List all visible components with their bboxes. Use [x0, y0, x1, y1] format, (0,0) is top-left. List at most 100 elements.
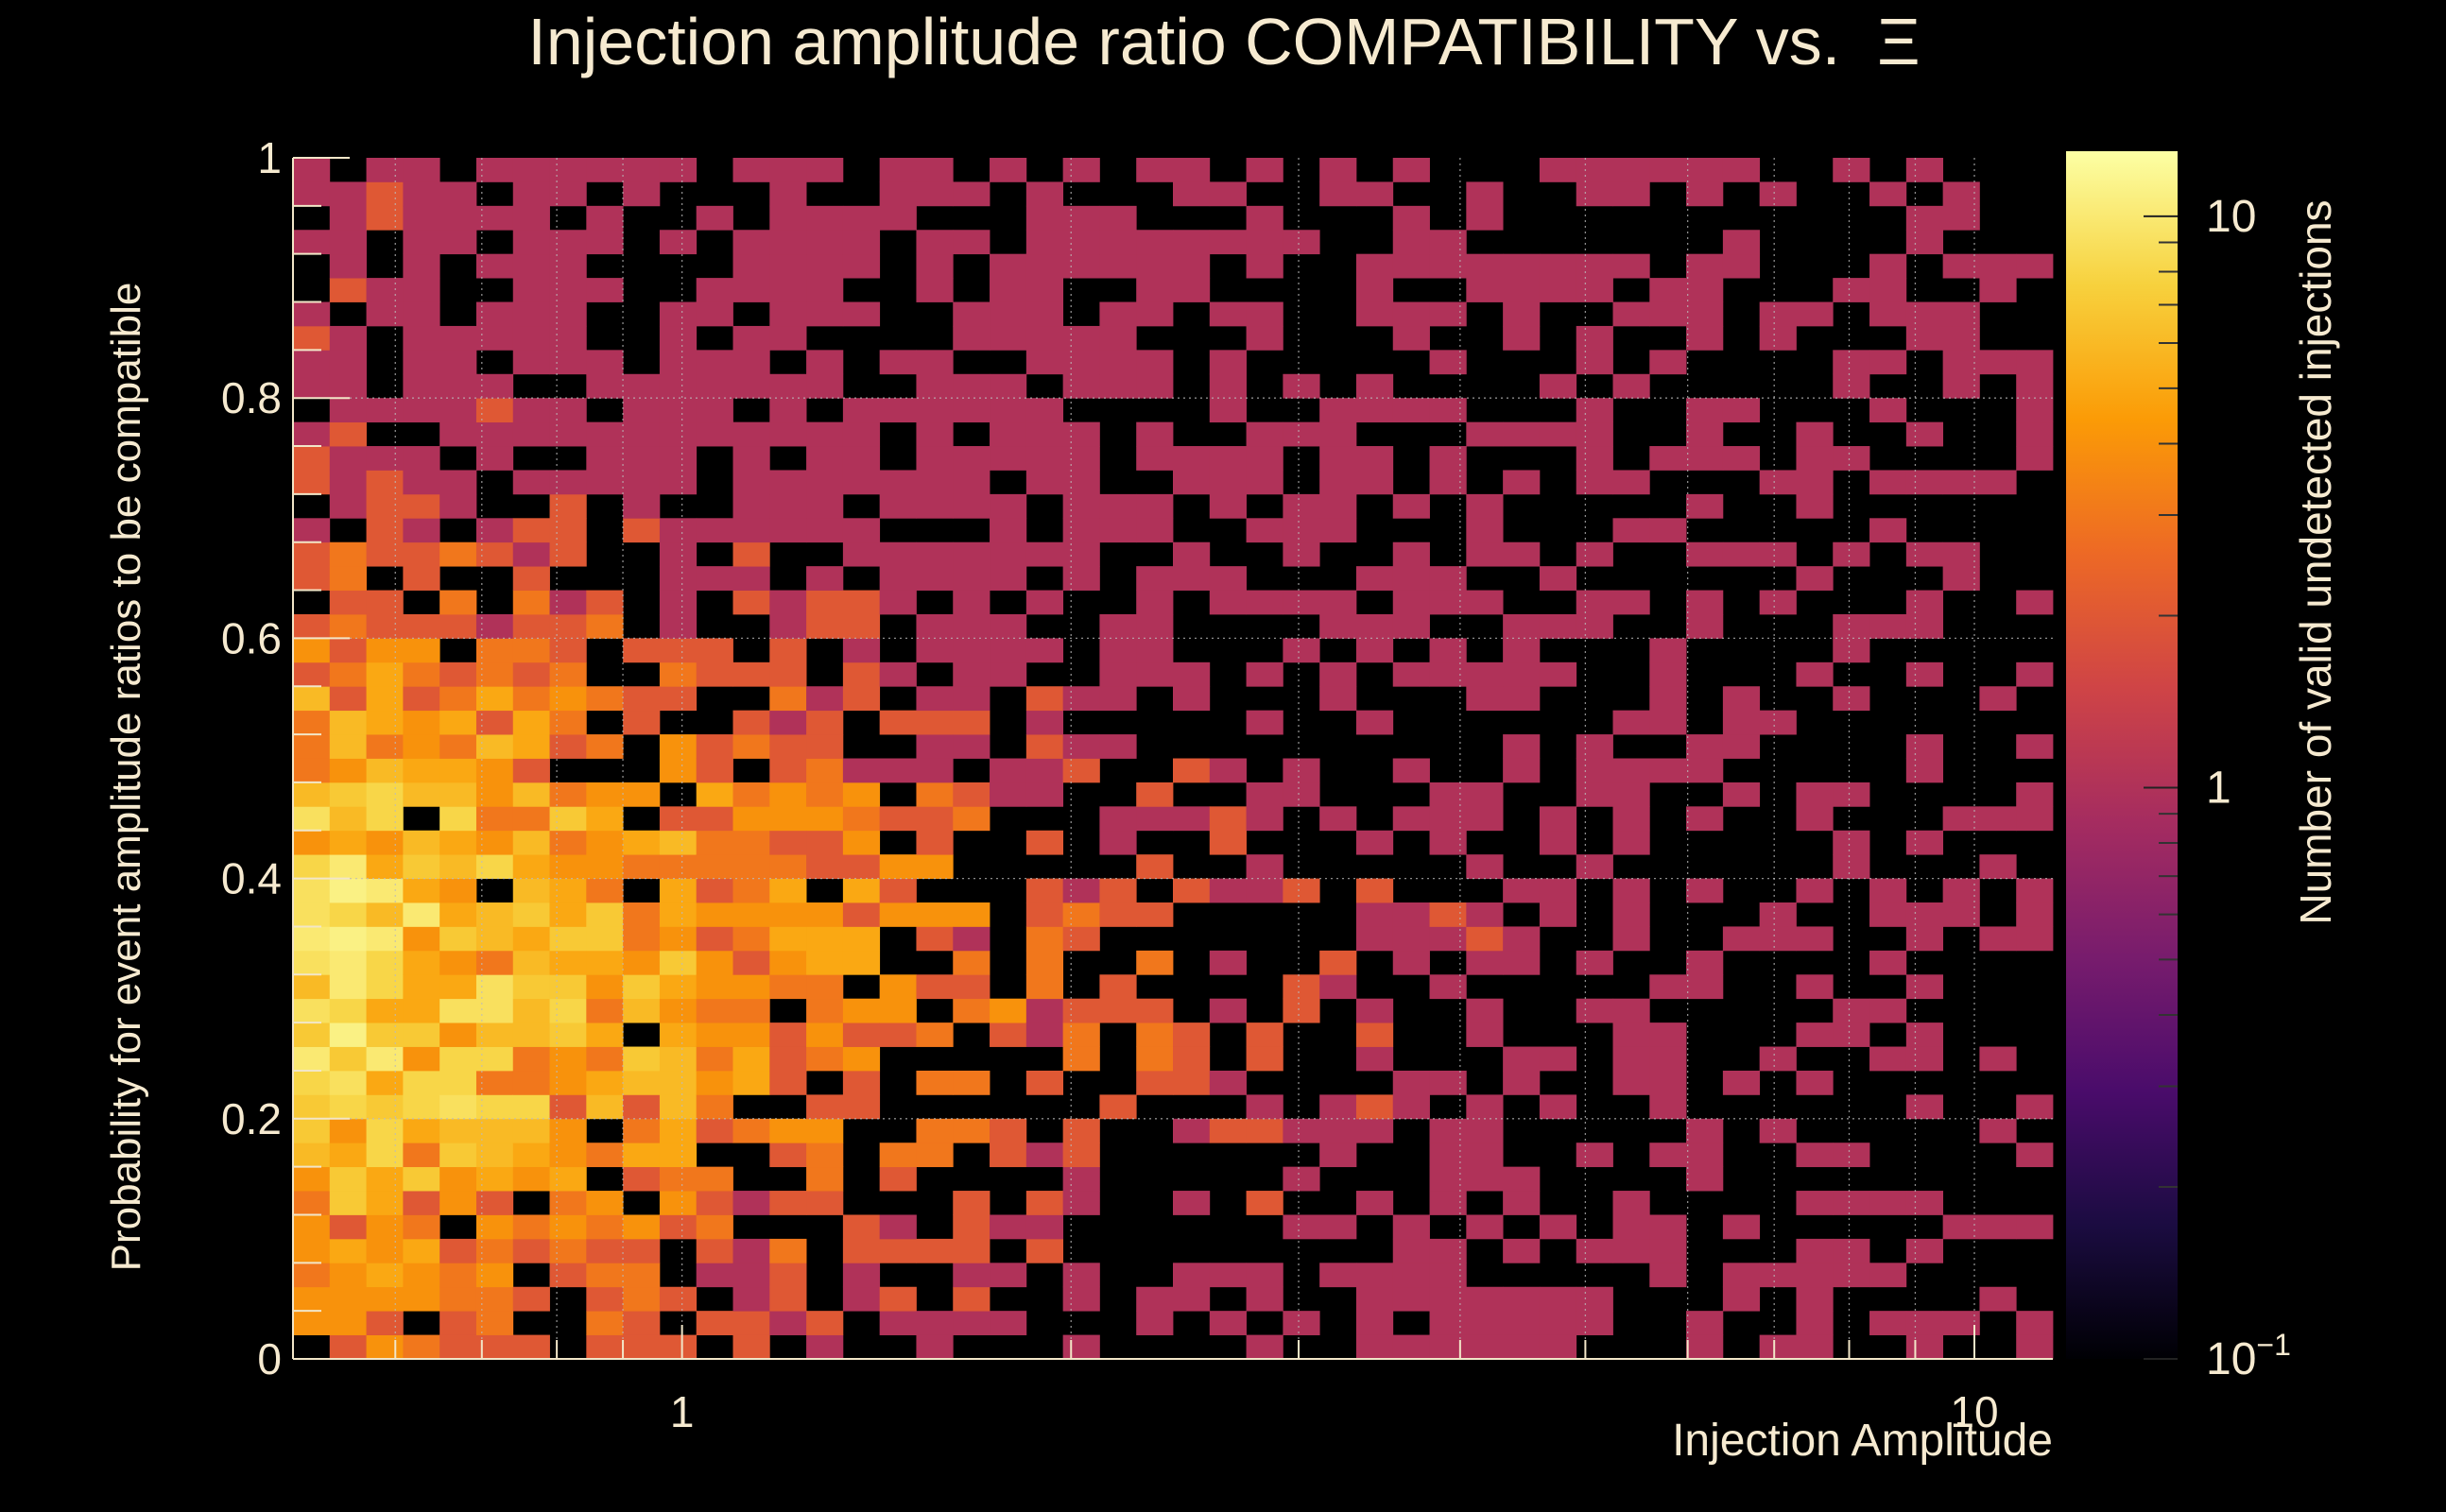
heatmap-cell [1869, 1191, 1907, 1215]
heatmap-cell [1355, 998, 1394, 1023]
heatmap-cell [1869, 518, 1907, 543]
heatmap-cell [1283, 590, 1320, 615]
heatmap-cell [842, 878, 881, 903]
heatmap-cell [2016, 902, 2054, 927]
heatmap-cell [1979, 806, 2017, 832]
heatmap-cell [293, 854, 331, 879]
heatmap-cell [439, 613, 477, 639]
heatmap-cell [1796, 1311, 1834, 1335]
heatmap-cell [1355, 1191, 1394, 1215]
heatmap-cell [806, 806, 844, 832]
heatmap-cell [1503, 1191, 1541, 1215]
heatmap-cell [1796, 878, 1834, 903]
heatmap-cell [293, 662, 331, 687]
heatmap-cell [1136, 446, 1174, 471]
heatmap-cell [1649, 350, 1687, 375]
heatmap-cell [953, 902, 990, 927]
heatmap-cell [842, 662, 881, 687]
heatmap-cell [549, 158, 587, 182]
heatmap-cell [475, 1118, 514, 1143]
heatmap-cell [769, 830, 807, 855]
heatmap-cell [549, 470, 587, 495]
heatmap-cell [1099, 518, 1137, 543]
heatmap-cell [549, 878, 587, 903]
heatmap-cell [806, 758, 844, 783]
heatmap-cell [879, 758, 917, 783]
heatmap-cell [916, 566, 954, 591]
heatmap-cell [1612, 806, 1650, 832]
heatmap-cell [403, 1263, 440, 1288]
heatmap-cell [769, 806, 807, 832]
heatmap-cell [1942, 470, 1980, 495]
heatmap-cell [1833, 830, 1870, 855]
heatmap-cell [1062, 686, 1100, 712]
heatmap-cell [659, 926, 698, 952]
heatmap-cell [549, 662, 587, 687]
heatmap-cell [512, 902, 550, 927]
heatmap-cell [1062, 421, 1100, 447]
heatmap-cell [990, 1311, 1027, 1335]
heatmap-cell [806, 734, 844, 759]
heatmap-cell [1869, 950, 1907, 975]
heatmap-cell [366, 878, 404, 903]
heatmap-cell [1979, 1118, 2017, 1143]
heatmap-cell [1612, 878, 1650, 903]
heatmap-cell [1796, 470, 1834, 495]
heatmap-cell [329, 710, 367, 735]
heatmap-cell [879, 662, 917, 687]
heatmap-cell [1209, 350, 1247, 375]
heatmap-cell [1136, 493, 1174, 519]
heatmap-cell [512, 926, 550, 952]
heatmap-cell [990, 998, 1027, 1023]
heatmap-cell [439, 421, 477, 447]
heatmap-cell [549, 1118, 587, 1143]
heatmap-cell [1099, 613, 1137, 639]
heatmap-cell [1062, 1022, 1100, 1047]
heatmap-cell [1576, 325, 1613, 351]
heatmap-cell [1466, 662, 1504, 687]
heatmap-cell [1576, 158, 1613, 182]
heatmap-cell [586, 350, 624, 375]
heatmap-cell [403, 1118, 440, 1143]
heatmap-cell [1173, 1191, 1211, 1215]
heatmap-cell [329, 470, 367, 495]
heatmap-cell [1099, 686, 1137, 712]
heatmap-cell [1025, 974, 1064, 1000]
heatmap-cell [769, 758, 807, 783]
heatmap-cell [1283, 230, 1320, 255]
heatmap-cell [366, 902, 404, 927]
heatmap-cell [1246, 446, 1283, 471]
heatmap-cell [1905, 926, 1944, 952]
heatmap-cell [879, 398, 917, 423]
heatmap-cell [1869, 181, 1907, 207]
y-tick-label: 0 [257, 1334, 282, 1383]
heatmap-cell [1539, 1334, 1577, 1360]
heatmap-cell [549, 998, 587, 1023]
heatmap-cell [1466, 253, 1504, 279]
heatmap-cell [475, 1022, 514, 1047]
heatmap-cell [549, 1094, 587, 1120]
heatmap-cell [990, 782, 1027, 807]
heatmap-cell [916, 541, 954, 567]
heatmap-cell [293, 1214, 331, 1240]
heatmap-cell [953, 710, 990, 735]
heatmap-cell [1686, 878, 1724, 903]
heatmap-cell [366, 205, 404, 231]
heatmap-cell [806, 518, 844, 543]
heatmap-cell [623, 638, 661, 663]
heatmap-cell [1576, 1286, 1613, 1312]
heatmap-cell [439, 950, 477, 975]
heatmap-cell [1942, 1214, 1980, 1240]
heatmap-cell [329, 541, 367, 567]
heatmap-cell [293, 902, 331, 927]
heatmap-cell [732, 1022, 770, 1047]
heatmap-cell [403, 998, 440, 1023]
heatmap-cell [1905, 902, 1944, 927]
heatmap-cell [1503, 686, 1541, 712]
heatmap-cell [1355, 181, 1394, 207]
heatmap-cell [439, 998, 477, 1023]
heatmap-cell [769, 278, 807, 302]
heatmap-cell [1759, 1263, 1797, 1288]
heatmap-cell [293, 758, 331, 783]
heatmap-cell [1833, 998, 1870, 1023]
